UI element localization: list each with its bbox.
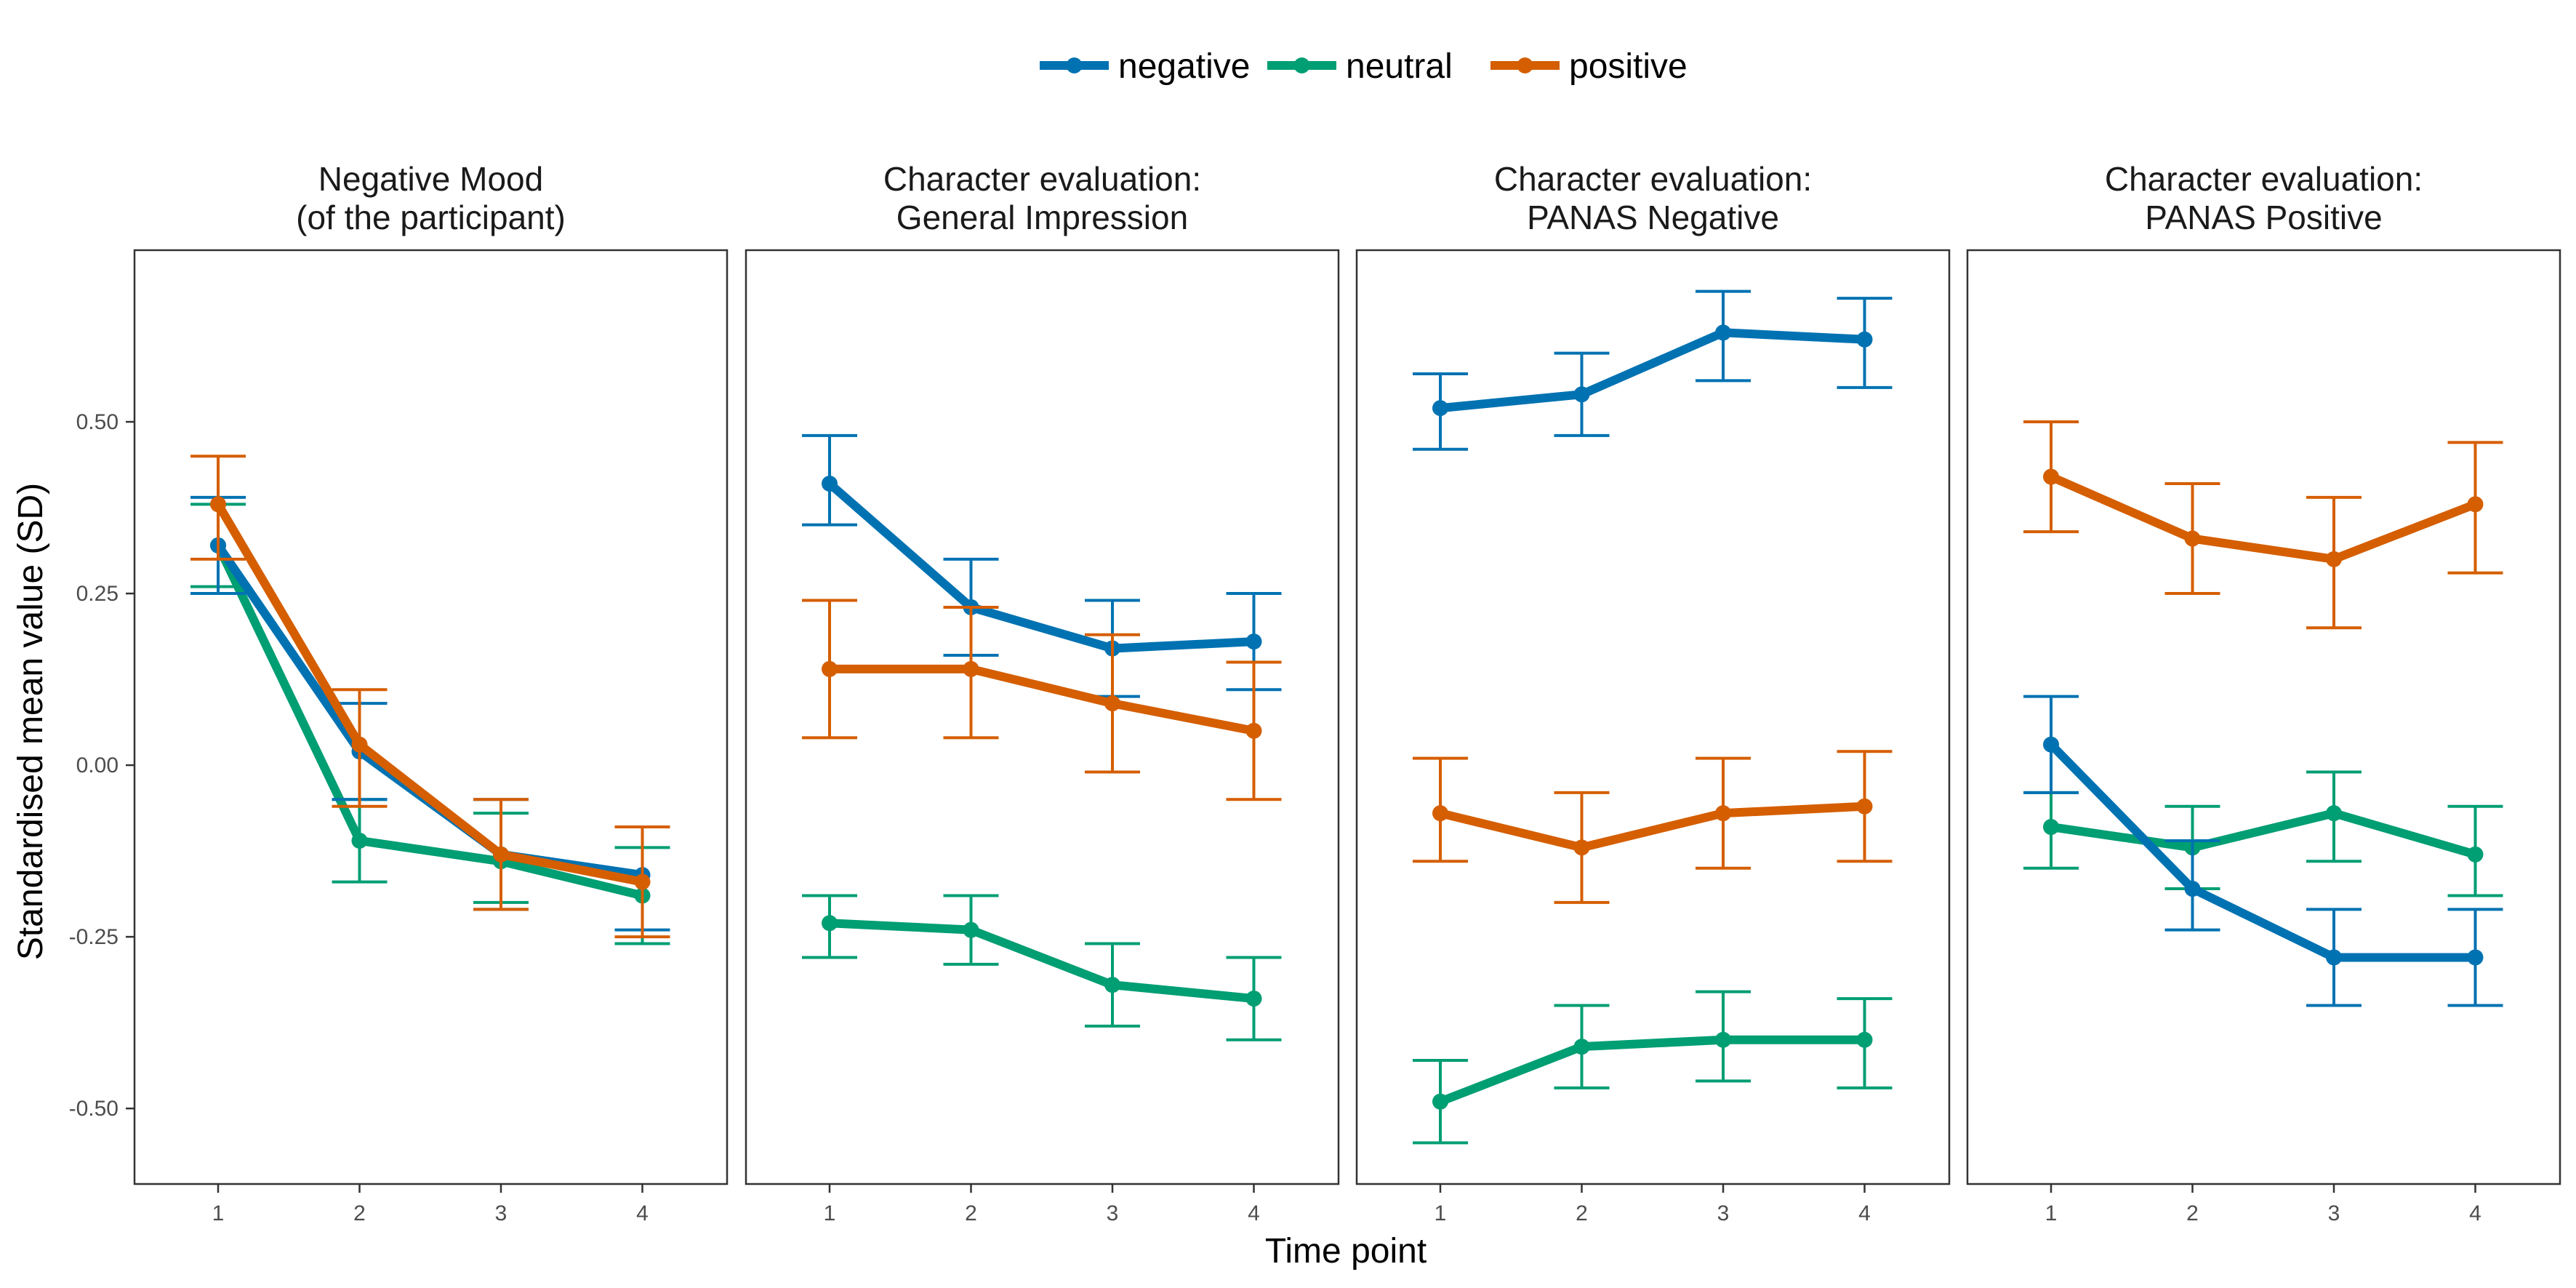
legend-key-point: [1517, 57, 1533, 73]
data-point: [1104, 977, 1120, 993]
data-point: [1574, 1039, 1590, 1055]
data-point: [963, 922, 979, 938]
data-point: [822, 661, 838, 677]
x-tick-label: 3: [495, 1201, 507, 1225]
x-tick-label: 4: [1858, 1201, 1871, 1225]
panel-title-line: Character evaluation:: [883, 160, 1201, 198]
y-tick-label: 0.00: [76, 753, 119, 777]
panel-title-line: Character evaluation:: [1494, 160, 1812, 198]
data-point: [1104, 695, 1120, 711]
data-point: [2043, 737, 2059, 753]
data-point: [2326, 551, 2342, 567]
data-point: [1432, 805, 1448, 821]
data-point: [1715, 1032, 1731, 1048]
x-axis-title: Time point: [1265, 1232, 1427, 1271]
y-axis-title: Standardised mean value (SD): [12, 483, 50, 960]
legend-key-point: [1294, 57, 1310, 73]
legend: negative neutral positive: [1040, 47, 1688, 86]
panel-title-line: PANAS Negative: [1527, 199, 1779, 236]
x-tick-label: 4: [2469, 1201, 2481, 1225]
x-tick-label: 1: [1435, 1201, 1447, 1225]
data-point: [352, 737, 368, 753]
x-tick-label: 1: [212, 1201, 225, 1225]
x-tick-label: 2: [2186, 1201, 2199, 1225]
data-point: [1246, 633, 1262, 649]
x-tick-label: 1: [824, 1201, 836, 1225]
data-point: [2185, 881, 2201, 897]
data-point: [1574, 839, 1590, 855]
data-point: [2326, 805, 2342, 821]
data-point: [1715, 324, 1731, 340]
data-point: [1715, 805, 1731, 821]
x-tick-label: 2: [965, 1201, 977, 1225]
panel-title-line: PANAS Positive: [2145, 199, 2382, 236]
data-point: [1857, 332, 1873, 348]
x-tick-label: 2: [353, 1201, 366, 1225]
x-tick-label: 4: [1248, 1201, 1260, 1225]
y-tick-label: -0.50: [69, 1097, 119, 1121]
y-tick-label: 0.25: [76, 582, 119, 606]
data-point: [1574, 386, 1590, 402]
data-point: [2468, 496, 2484, 512]
data-point: [493, 847, 509, 863]
data-point: [1857, 1032, 1873, 1048]
x-tick-label: 1: [2045, 1201, 2058, 1225]
x-tick-label: 3: [1717, 1201, 1730, 1225]
legend-label: positive: [1569, 47, 1688, 86]
y-tick-label: 0.50: [76, 410, 119, 434]
x-tick-label: 3: [2328, 1201, 2340, 1225]
panel-title-line: Negative Mood: [318, 160, 543, 198]
data-point: [1246, 723, 1262, 739]
data-point: [1857, 799, 1873, 815]
panel-title-line: (of the participant): [296, 199, 566, 236]
data-point: [963, 661, 979, 677]
legend-label: negative: [1118, 47, 1250, 86]
data-point: [210, 496, 226, 512]
panel-title-line: General Impression: [896, 199, 1188, 236]
panel-title-line: Character evaluation:: [2105, 160, 2423, 198]
data-point: [2326, 949, 2342, 965]
data-point: [1432, 400, 1448, 416]
legend-label: neutral: [1346, 47, 1453, 86]
data-point: [1246, 991, 1262, 1007]
data-point: [2468, 949, 2484, 965]
data-point: [822, 915, 838, 931]
legend-key-point: [1067, 57, 1083, 73]
data-point: [2185, 531, 2201, 547]
data-point: [822, 476, 838, 492]
y-tick-label: -0.25: [69, 925, 119, 949]
data-point: [2043, 469, 2059, 485]
x-tick-label: 4: [636, 1201, 649, 1225]
x-tick-label: 3: [1107, 1201, 1119, 1225]
data-point: [2468, 847, 2484, 863]
data-point: [1432, 1094, 1448, 1110]
data-point: [352, 833, 368, 849]
data-point: [2043, 819, 2059, 835]
x-tick-label: 2: [1576, 1201, 1588, 1225]
data-point: [635, 874, 651, 890]
